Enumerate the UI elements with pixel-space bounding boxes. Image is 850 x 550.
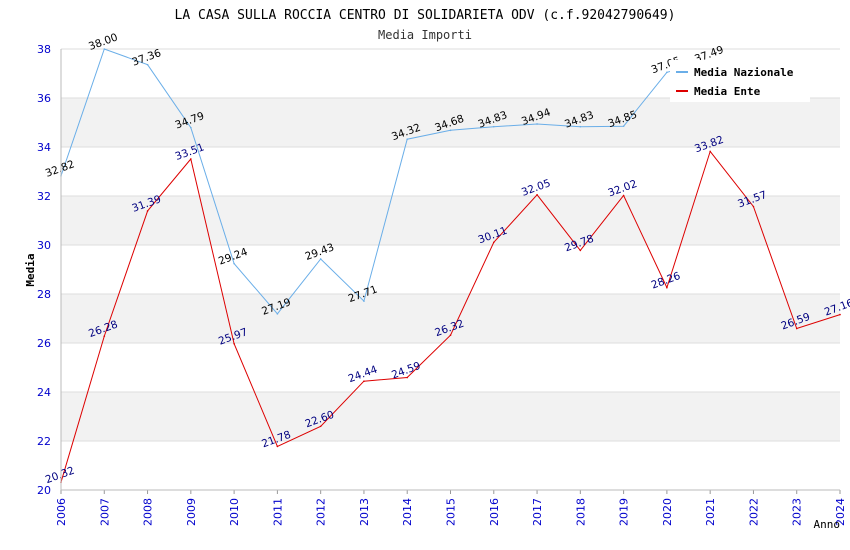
x-tick-label: 2014 — [401, 498, 414, 526]
data-point — [492, 241, 495, 244]
x-tick-label: 2007 — [98, 498, 111, 526]
y-axis-label: Media — [24, 253, 37, 286]
data-point — [146, 63, 149, 66]
legend-label: Media Nazionale — [694, 66, 794, 79]
y-tick-label: 26 — [37, 337, 51, 350]
x-tick-label: 2017 — [531, 498, 544, 526]
y-tick-label: 30 — [37, 239, 51, 252]
x-tick-label: 2010 — [228, 498, 241, 526]
data-point — [579, 125, 582, 128]
y-tick-label: 36 — [37, 92, 51, 105]
data-point — [319, 425, 322, 428]
data-point — [406, 376, 409, 379]
x-tick-label: 2024 — [834, 498, 847, 526]
x-tick-label: 2019 — [618, 498, 631, 526]
chart-title: LA CASA SULLA ROCCIA CENTRO DI SOLIDARIE… — [175, 8, 676, 23]
y-tick-label: 20 — [37, 484, 51, 497]
data-point — [622, 125, 625, 127]
series-line-1 — [60, 48, 711, 315]
data-point — [363, 300, 365, 302]
legend: Media Nazionale Media Ente — [670, 60, 810, 102]
data-point — [233, 342, 235, 345]
x-tick-label: 2006 — [55, 498, 68, 526]
data-point — [233, 262, 235, 265]
data-point — [666, 286, 668, 289]
data-point — [795, 327, 798, 330]
legend-label: Media Ente — [694, 85, 761, 98]
data-label: 20.32 — [44, 465, 76, 487]
x-tick-label: 2013 — [358, 498, 371, 526]
data-point — [839, 313, 841, 316]
data-label: 28.26 — [650, 270, 683, 292]
data-point — [276, 313, 279, 315]
data-point — [536, 193, 538, 196]
legend-background — [670, 60, 810, 102]
x-tick-label: 2016 — [488, 498, 501, 526]
axes — [60, 49, 841, 494]
chart-subtitle: Media Importi — [378, 28, 472, 42]
data-label: 24.59 — [390, 360, 422, 382]
data-point — [146, 210, 149, 212]
y-tick-label: 28 — [37, 288, 51, 301]
data-point — [103, 48, 106, 50]
x-tick-label: 2020 — [661, 498, 674, 526]
x-tick-label: 2008 — [142, 498, 155, 526]
data-label: 37.36 — [130, 47, 163, 69]
data-point — [363, 380, 365, 383]
data-point — [319, 258, 322, 260]
grid-band — [61, 98, 840, 147]
data-label: 38.00 — [87, 31, 119, 53]
data-point — [709, 150, 711, 153]
data-point — [622, 194, 625, 197]
x-tick-label: 2009 — [185, 498, 198, 526]
y-tick-label: 32 — [37, 190, 51, 203]
x-tick-label: 2015 — [445, 498, 458, 526]
series-lines — [60, 48, 841, 483]
data-label: 32.82 — [44, 158, 76, 180]
y-tick-label: 38 — [37, 43, 51, 56]
data-point — [449, 334, 452, 336]
data-point — [492, 125, 495, 128]
y-tick-label: 22 — [37, 435, 51, 448]
data-point — [190, 126, 192, 129]
data-point — [579, 249, 582, 252]
x-tick-label: 2021 — [704, 498, 717, 526]
x-tick-label: 2011 — [271, 498, 284, 526]
data-label: 29.24 — [217, 246, 250, 268]
x-tick-label: 2012 — [315, 498, 328, 526]
x-tick-label: 2023 — [791, 498, 804, 526]
data-point — [406, 138, 409, 140]
x-axis-label: Anno — [814, 518, 841, 531]
data-point — [666, 71, 668, 74]
grid-band — [61, 392, 840, 441]
grid-band — [61, 196, 840, 245]
grid-bands — [61, 98, 840, 441]
data-point — [190, 158, 192, 160]
data-point — [752, 205, 755, 208]
x-tick-label: 2022 — [747, 498, 760, 526]
data-point — [536, 123, 538, 125]
y-tick-label: 34 — [37, 141, 51, 154]
data-point — [276, 445, 279, 448]
x-tick-label: 2018 — [574, 498, 587, 526]
data-point — [103, 335, 106, 337]
data-point — [449, 129, 452, 132]
y-tick-label: 24 — [37, 386, 51, 399]
